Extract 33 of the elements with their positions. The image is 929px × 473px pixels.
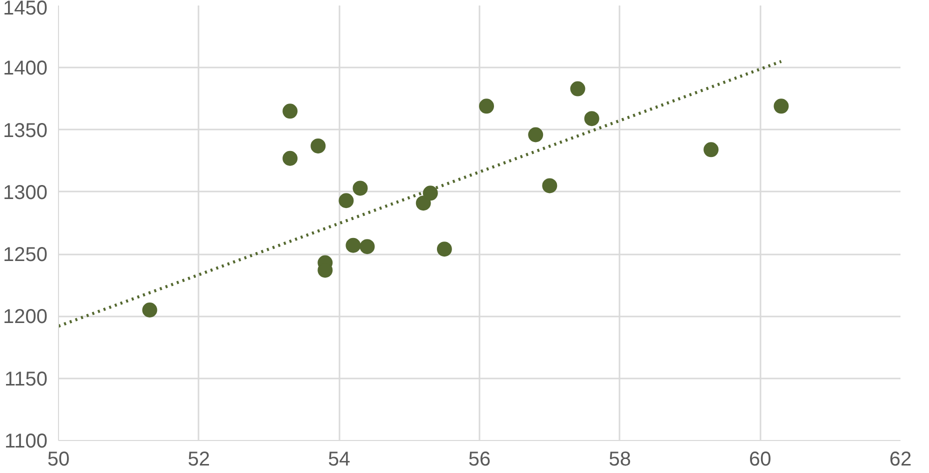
point	[346, 238, 361, 253]
x-tick-label: 52	[188, 448, 210, 470]
y-tick-label: 1250	[3, 244, 48, 266]
point	[570, 81, 586, 96]
point	[528, 127, 544, 142]
point	[352, 180, 368, 196]
x-tick-label: 50	[47, 448, 70, 470]
point	[584, 111, 600, 126]
x-tick-label: 56	[468, 448, 491, 470]
x-tick-label: 62	[889, 448, 912, 470]
point	[282, 150, 298, 166]
point	[542, 178, 558, 194]
x-tick-label: 58	[608, 448, 631, 470]
y-tick-label: 1400	[3, 58, 48, 80]
point	[436, 242, 452, 257]
point	[422, 186, 438, 201]
point	[774, 98, 789, 114]
point	[479, 98, 494, 114]
y-tick-label: 1350	[3, 120, 48, 142]
point	[704, 142, 719, 158]
y-tick-label: 1300	[3, 182, 48, 204]
point	[360, 239, 375, 254]
y-tick-label: 1100	[4, 430, 48, 452]
point	[416, 196, 431, 211]
point	[142, 302, 158, 318]
point	[282, 104, 298, 119]
y-tick-label: 1450	[3, 0, 48, 20]
x-tick-label: 60	[749, 448, 772, 470]
y-tick-label: 1150	[4, 368, 48, 390]
point	[338, 193, 354, 208]
x-tick-label: 54	[328, 448, 350, 470]
y-tick-label: 1200	[3, 306, 48, 328]
point	[310, 138, 326, 154]
